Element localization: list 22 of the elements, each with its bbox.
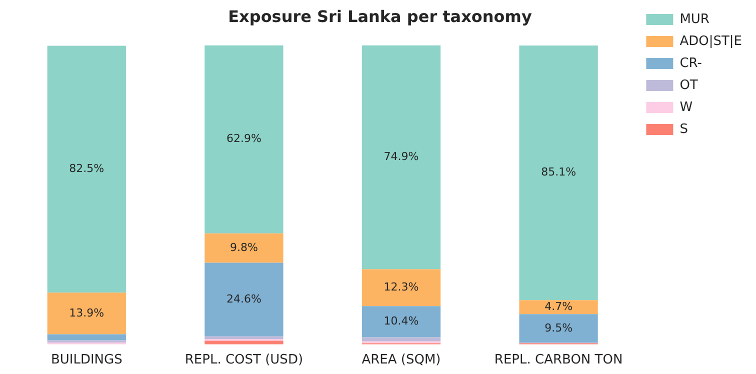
data-label: 74.9% (384, 150, 419, 164)
data-label: 12.3% (384, 280, 419, 294)
data-label: 9.8% (230, 240, 258, 254)
data-label: 4.7% (544, 300, 573, 314)
data-label: 85.1% (541, 166, 576, 179)
legend-label: MUR (680, 12, 710, 27)
legend-label: ADO|ST|E (680, 34, 742, 49)
x-tick-label: AREA (SQM) (362, 352, 441, 368)
x-tick-label: BUILDINGS (50, 352, 122, 368)
legend-label: W (680, 100, 693, 115)
x-tick-label: REPL. CARBON TON (494, 352, 623, 368)
legend-label: S (680, 122, 688, 137)
data-label: 62.9% (226, 132, 262, 146)
data-label: 13.9% (69, 306, 104, 320)
data-label: 24.6% (226, 292, 262, 306)
legend-label: OT (680, 78, 698, 93)
data-label: 9.5% (544, 321, 573, 334)
data-label: 10.4% (384, 314, 419, 328)
legend-label: CR- (680, 56, 702, 71)
chart-title: Exposure Sri Lanka per taxonomy (228, 6, 532, 26)
x-tick-label: REPL. COST (USD) (184, 352, 304, 368)
data-label: 82.5% (69, 162, 104, 176)
